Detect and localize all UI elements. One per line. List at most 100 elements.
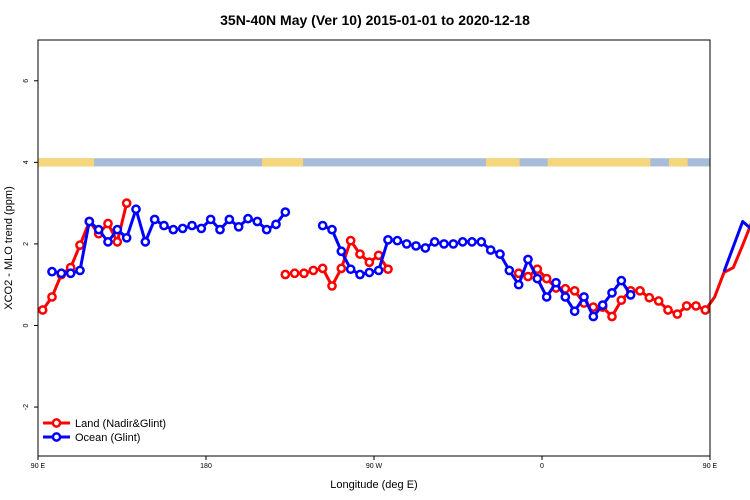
data-point	[280, 269, 291, 280]
data-point	[364, 257, 375, 268]
series-ocean	[47, 204, 750, 322]
data-point	[252, 216, 263, 227]
data-point	[429, 237, 440, 247]
data-point	[513, 279, 524, 290]
legend: Land (Nadir&Glint) Ocean (Glint)	[43, 418, 166, 444]
data-point	[317, 263, 328, 274]
data-point	[299, 268, 309, 279]
data-point	[663, 305, 673, 315]
chart-title: 35N-40N May (Ver 10) 2015-01-01 to 2020-…	[220, 12, 530, 28]
data-point	[271, 219, 281, 230]
data-point	[187, 220, 197, 231]
data-point	[205, 214, 216, 225]
ocean-band	[38, 158, 710, 167]
plot-frame	[37, 39, 711, 457]
data-point	[131, 204, 141, 215]
x-tick-label: 180	[200, 463, 212, 470]
data-point	[373, 265, 384, 276]
data-point	[47, 266, 57, 277]
data-point	[457, 237, 468, 247]
data-point	[84, 216, 95, 227]
data-point	[495, 249, 505, 259]
data-point	[121, 232, 132, 243]
data-point	[597, 300, 608, 310]
data-point	[607, 311, 617, 322]
data-point	[476, 237, 487, 247]
y-axis-label: XCO2 - MLO trend (ppm)	[3, 186, 15, 309]
x-tick-label: 90 E	[31, 463, 46, 470]
data-point	[103, 218, 113, 229]
data-point	[607, 288, 617, 298]
y-tick-label: 2	[23, 242, 30, 246]
data-point	[523, 271, 533, 282]
data-point	[625, 290, 636, 300]
data-point	[672, 309, 683, 319]
data-point	[261, 224, 272, 235]
data-point	[168, 224, 179, 235]
data-point	[364, 267, 375, 278]
axis-ticks: 90 E 180 90 W 0 90 E -2 0 2 4 6	[23, 79, 718, 470]
data-point	[93, 224, 104, 235]
data-point	[149, 214, 160, 225]
data-point	[616, 295, 627, 306]
data-point	[644, 292, 655, 303]
data-point	[541, 292, 552, 302]
data-point	[112, 224, 123, 235]
x-axis-label: Longitude (deg E)	[330, 479, 417, 491]
data-point	[75, 265, 85, 276]
y-tick-label: 0	[23, 323, 30, 327]
data-point	[588, 311, 599, 322]
data-point	[467, 237, 477, 247]
data-point	[308, 265, 319, 276]
data-point	[56, 268, 67, 279]
data-point	[551, 277, 561, 288]
series-layer	[37, 198, 750, 322]
data-point	[700, 305, 711, 315]
data-point	[37, 305, 48, 315]
data-point	[196, 223, 207, 234]
data-point	[616, 275, 627, 286]
data-point	[75, 240, 85, 250]
data-point	[401, 239, 412, 249]
data-point	[243, 213, 253, 224]
data-point	[691, 301, 701, 311]
data-point	[224, 214, 235, 225]
x-tick-label: 90 E	[703, 463, 718, 470]
data-point	[579, 292, 589, 302]
data-point	[411, 241, 421, 251]
data-point	[336, 246, 347, 257]
data-point	[439, 239, 449, 249]
data-point	[355, 269, 365, 280]
land-band-segment	[547, 158, 651, 167]
data-point	[159, 220, 169, 231]
legend-label: Ocean (Glint)	[75, 432, 140, 444]
data-point	[504, 265, 515, 276]
data-point	[317, 220, 328, 231]
legend-label: Land (Nadir&Glint)	[75, 418, 166, 430]
data-point	[569, 306, 580, 317]
data-point	[327, 224, 337, 235]
data-point	[121, 198, 132, 208]
data-point	[345, 264, 356, 275]
data-point	[103, 237, 113, 247]
data-point	[635, 285, 645, 296]
data-point	[653, 296, 664, 306]
data-point	[289, 268, 300, 279]
data-point	[485, 245, 496, 255]
data-point	[383, 234, 393, 245]
data-point	[177, 223, 188, 234]
legend-marker	[51, 432, 62, 442]
y-tick-label: 4	[23, 160, 30, 164]
x-tick-label: 90 W	[366, 463, 383, 470]
y-tick-label: -2	[23, 404, 30, 410]
data-point	[541, 273, 552, 284]
land-band-segment	[38, 158, 94, 167]
data-point	[569, 285, 580, 296]
data-point	[560, 292, 571, 302]
data-point	[215, 224, 225, 235]
series-land	[37, 198, 750, 322]
data-point	[448, 239, 459, 249]
data-point	[327, 281, 337, 291]
x-tick-label: 0	[540, 463, 544, 470]
